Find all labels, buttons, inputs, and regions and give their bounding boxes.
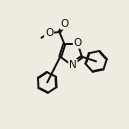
Text: N: N [69, 60, 77, 70]
Text: O: O [45, 28, 53, 38]
Text: O: O [74, 38, 82, 48]
Text: O: O [61, 19, 69, 29]
